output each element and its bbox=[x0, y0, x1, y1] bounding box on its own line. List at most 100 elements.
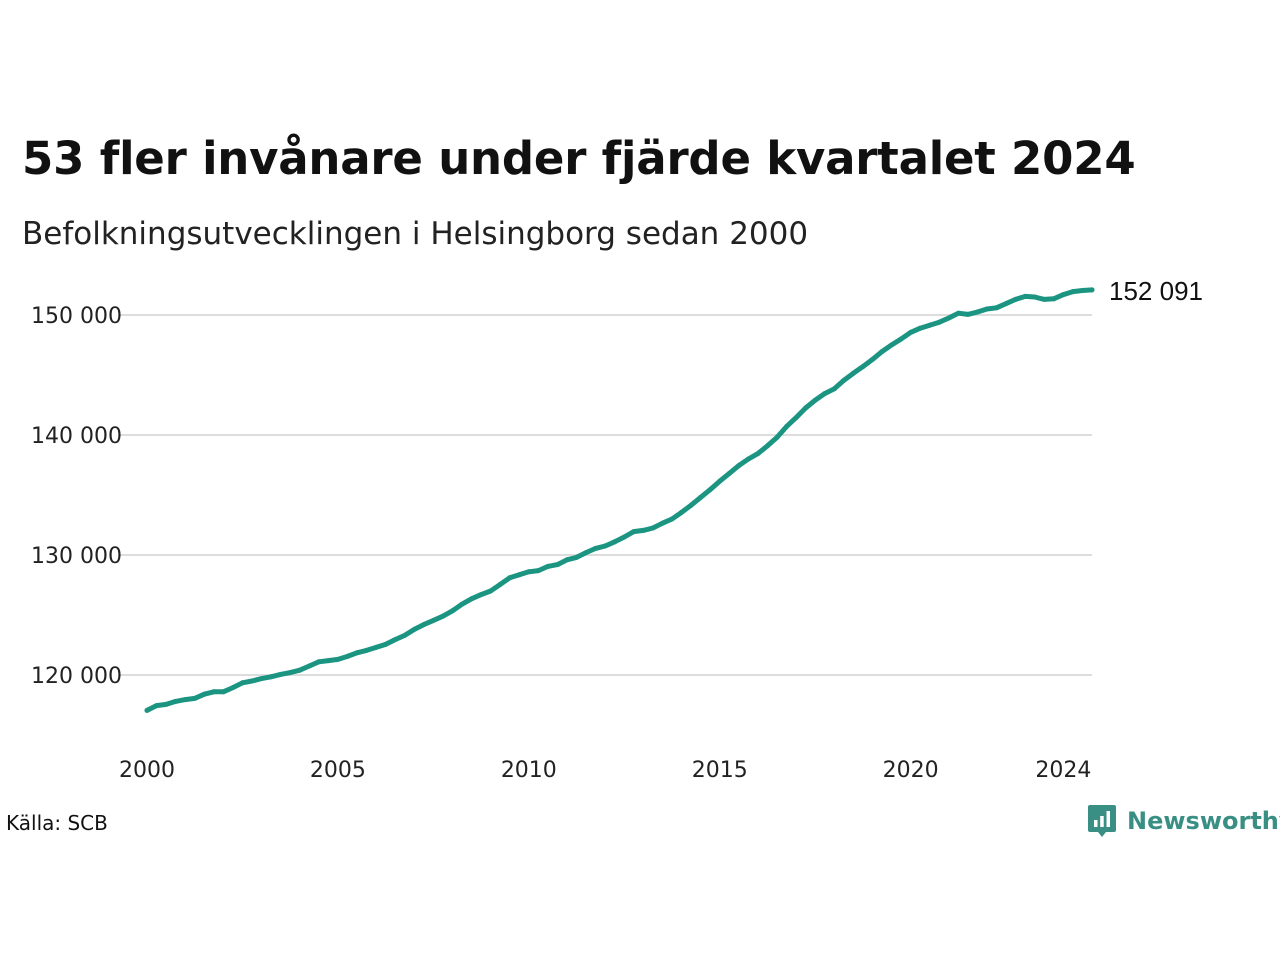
brand-name: Newsworthy bbox=[1127, 807, 1280, 835]
data-point bbox=[144, 707, 150, 713]
series-layer bbox=[144, 287, 1095, 713]
data-point bbox=[574, 554, 579, 560]
data-point bbox=[850, 370, 856, 376]
data-point bbox=[831, 386, 837, 392]
data-point bbox=[688, 502, 694, 508]
chart-subtitle: Befolkningsutvecklingen i Helsingborg se… bbox=[22, 216, 809, 252]
data-point bbox=[936, 319, 942, 325]
source-note: Källa: SCB bbox=[6, 811, 108, 835]
data-point bbox=[545, 563, 551, 569]
data-point bbox=[516, 572, 522, 578]
data-point bbox=[1051, 296, 1057, 302]
data-point bbox=[392, 637, 398, 643]
data-point bbox=[1080, 288, 1085, 293]
x-tick-label: 2015 bbox=[692, 758, 748, 783]
data-point bbox=[440, 613, 446, 619]
data-point bbox=[803, 405, 809, 411]
data-point bbox=[345, 653, 350, 659]
data-point bbox=[736, 463, 742, 469]
data-point bbox=[908, 329, 914, 335]
data-point bbox=[287, 670, 293, 676]
data-point bbox=[669, 516, 675, 522]
data-point bbox=[182, 697, 188, 703]
data-point bbox=[717, 478, 723, 484]
data-point bbox=[898, 336, 904, 342]
y-tick-label: 130 000 bbox=[31, 544, 122, 569]
data-point bbox=[726, 470, 732, 476]
data-point bbox=[774, 434, 780, 440]
data-point bbox=[927, 322, 933, 328]
data-point bbox=[698, 494, 704, 500]
data-point bbox=[1003, 301, 1009, 307]
data-point bbox=[955, 310, 961, 316]
data-point bbox=[879, 349, 885, 355]
data-point bbox=[889, 342, 894, 348]
data-point bbox=[822, 391, 828, 397]
x-tick-label: 2020 bbox=[883, 758, 939, 783]
data-point bbox=[765, 443, 770, 449]
data-point bbox=[946, 315, 952, 321]
data-point bbox=[984, 306, 990, 312]
data-point bbox=[173, 698, 179, 704]
y-axis-ticks: 120 000 130 000 140 000 150 000 bbox=[31, 304, 122, 689]
data-point bbox=[201, 691, 207, 697]
data-point bbox=[612, 539, 618, 545]
data-point bbox=[793, 415, 799, 421]
data-point bbox=[411, 626, 417, 632]
data-point bbox=[383, 641, 389, 647]
data-point bbox=[975, 309, 980, 315]
newsworthy-logo-icon bbox=[1088, 805, 1116, 837]
y-tick-label: 120 000 bbox=[31, 664, 122, 689]
data-point bbox=[1060, 292, 1066, 298]
data-point bbox=[621, 534, 627, 540]
data-point bbox=[373, 644, 379, 650]
data-point bbox=[450, 608, 455, 614]
y-tick-label: 150 000 bbox=[31, 304, 122, 329]
data-point bbox=[660, 520, 665, 526]
data-point bbox=[707, 487, 713, 493]
y-tick-label: 140 000 bbox=[31, 424, 122, 449]
data-point bbox=[220, 689, 226, 695]
data-point bbox=[841, 377, 847, 383]
data-point bbox=[192, 695, 198, 701]
data-point bbox=[421, 622, 427, 628]
data-point bbox=[430, 617, 436, 623]
data-point bbox=[249, 678, 255, 684]
data-point bbox=[965, 311, 971, 317]
data-point bbox=[364, 647, 369, 653]
population-line bbox=[144, 287, 1095, 713]
data-point bbox=[230, 685, 236, 691]
data-point bbox=[259, 676, 264, 682]
data-point bbox=[860, 364, 866, 370]
data-point bbox=[316, 659, 322, 665]
newsworthy-logo[interactable]: Newsworthy bbox=[1087, 803, 1280, 839]
chart-title: 53 fler invånare under fjärde kvartalet … bbox=[22, 132, 1136, 185]
data-point bbox=[154, 703, 159, 709]
data-point bbox=[631, 529, 637, 535]
x-tick-label: 2005 bbox=[310, 758, 366, 783]
data-point bbox=[268, 674, 274, 680]
data-point bbox=[755, 451, 761, 457]
data-point bbox=[593, 545, 599, 551]
data-point bbox=[306, 663, 312, 669]
x-tick-label: 2010 bbox=[501, 758, 557, 783]
data-point bbox=[402, 632, 408, 638]
data-point bbox=[1070, 289, 1076, 295]
data-point bbox=[497, 581, 503, 587]
data-point bbox=[526, 569, 532, 575]
data-point bbox=[335, 656, 341, 662]
data-point bbox=[650, 525, 656, 531]
data-point bbox=[278, 671, 284, 677]
data-point bbox=[917, 325, 923, 331]
data-point bbox=[1032, 294, 1038, 300]
x-axis-ticks: 2000 2005 2010 2015 2020 2024 bbox=[119, 758, 1091, 783]
data-point bbox=[459, 601, 465, 607]
data-point bbox=[1013, 296, 1019, 302]
data-point bbox=[602, 543, 608, 549]
data-point bbox=[535, 568, 541, 574]
data-point bbox=[784, 424, 789, 430]
data-point bbox=[469, 596, 474, 602]
data-point bbox=[325, 658, 331, 664]
data-point bbox=[745, 456, 751, 462]
